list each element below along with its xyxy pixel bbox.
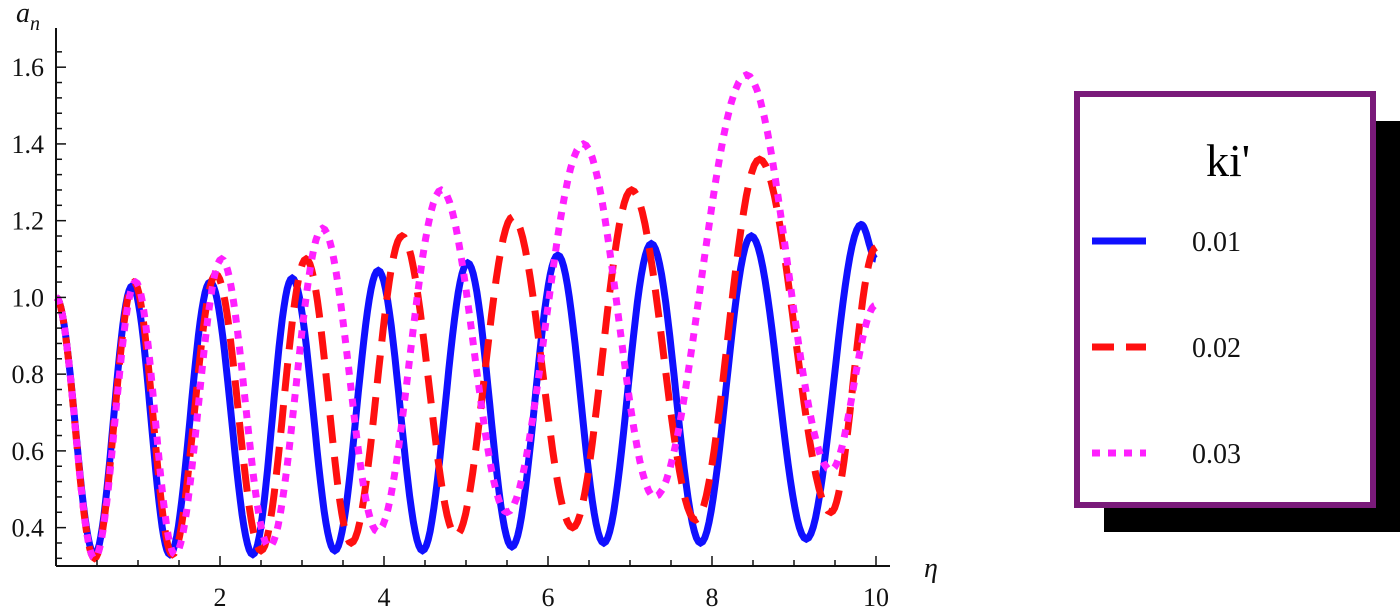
y-tick-label: 1.6 xyxy=(12,53,45,82)
series-group xyxy=(54,71,878,563)
x-tick-label: 4 xyxy=(378,583,391,611)
x-tick-label: 6 xyxy=(542,583,555,611)
x-tick-label: 2 xyxy=(214,583,227,611)
legend-label-0-03: 0.03 xyxy=(1192,439,1241,470)
y-tick-label: 0.4 xyxy=(12,514,45,543)
series-line-0-03 xyxy=(54,71,878,563)
legend-label-0-01: 0.01 xyxy=(1192,227,1241,258)
y-ticks: 0.4 0.6 0.8 1.0 1.2 1.4 1.6 xyxy=(12,51,66,560)
legend-box xyxy=(1074,91,1376,508)
x-axis-label: η xyxy=(924,553,938,584)
series-line-0-02 xyxy=(54,155,878,563)
y-tick-label: 0.6 xyxy=(12,437,45,466)
y-tick-label: 0.8 xyxy=(12,360,45,389)
y-tick-label: 1.4 xyxy=(12,130,45,159)
x-ticks: 2 4 6 8 10 xyxy=(96,556,889,611)
plot-area: 2 4 6 8 10 0.4 0.6 0.8 1.0 1.2 1.4 1.6 an η xyxy=(12,0,938,611)
x-tick-label: 8 xyxy=(706,583,719,611)
y-tick-label: 1.0 xyxy=(12,283,45,312)
legend-items: 0.01 0.02 0.03 xyxy=(1092,227,1241,470)
legend-label-0-02: 0.02 xyxy=(1192,333,1241,364)
y-axis-label: an xyxy=(16,0,40,35)
x-tick-label: 10 xyxy=(863,583,889,611)
y-tick-label: 1.2 xyxy=(12,207,45,236)
legend-title: ki' xyxy=(1206,135,1250,186)
axes: 2 4 6 8 10 0.4 0.6 0.8 1.0 1.2 1.4 1.6 xyxy=(12,28,890,611)
legend: ki' 0.01 0.02 0.03 xyxy=(1074,91,1400,532)
